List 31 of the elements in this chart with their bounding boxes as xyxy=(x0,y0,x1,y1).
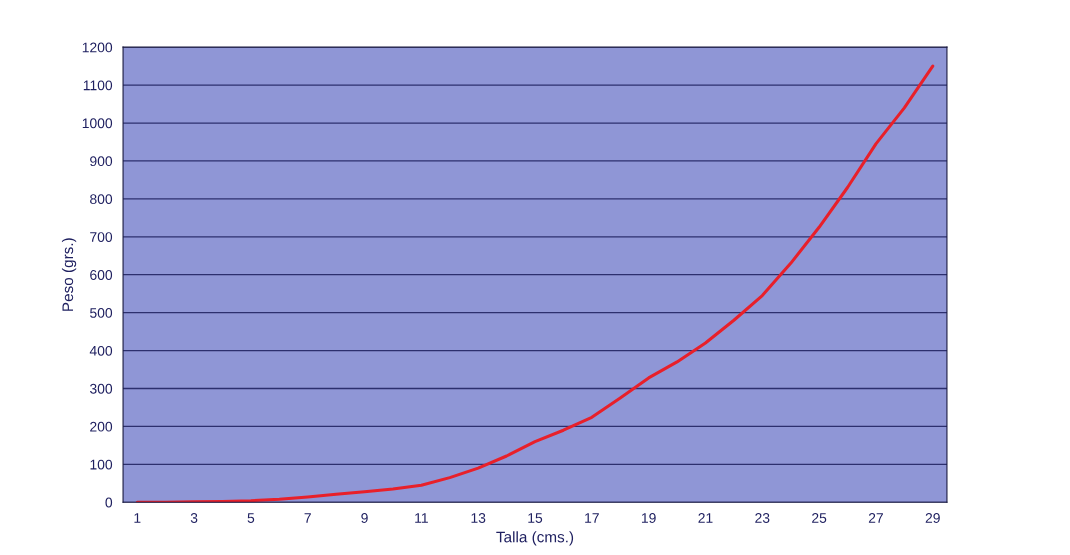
y-tick-label: 1100 xyxy=(83,80,113,91)
x-tick-label: 17 xyxy=(585,513,599,523)
x-tick-label: 21 xyxy=(698,513,713,523)
x-tick-label: 25 xyxy=(812,513,827,523)
line-series xyxy=(135,64,935,503)
y-tick-label: 400 xyxy=(89,345,113,356)
x-tick-label: 7 xyxy=(304,513,311,523)
x-tick-label: 27 xyxy=(868,513,883,523)
x-tick-label: 23 xyxy=(755,513,770,523)
x-axis-title: Talla (cms.) xyxy=(496,531,574,546)
y-tick-label: 300 xyxy=(89,383,113,394)
y-axis-title: Peso (grs.) xyxy=(61,238,77,311)
y-tick-label: 600 xyxy=(90,270,113,280)
y-tick-label: 200 xyxy=(90,421,113,432)
x-tick-label: 11 xyxy=(415,513,428,523)
x-tick-label: 13 xyxy=(471,513,486,523)
y-tick-label: 1200 xyxy=(82,42,113,53)
y-tick-label: 100 xyxy=(90,459,113,470)
x-tick-label: 29 xyxy=(925,513,940,523)
y-tick-label: 800 xyxy=(90,194,113,205)
x-tick-label: 3 xyxy=(190,513,198,523)
y-tick-label: 700 xyxy=(90,232,113,242)
y-tick-label: 1000 xyxy=(82,118,113,129)
x-tick-label: 19 xyxy=(641,513,656,523)
x-tick-label: 5 xyxy=(247,513,255,523)
y-tick-label: 900 xyxy=(90,156,113,167)
y-tick-label: 0 xyxy=(105,497,113,508)
x-tick-label: 1 xyxy=(134,513,141,523)
x-tick-label: 15 xyxy=(528,513,543,523)
x-tick-label: 9 xyxy=(361,513,368,523)
y-tick-label: 500 xyxy=(90,307,113,318)
